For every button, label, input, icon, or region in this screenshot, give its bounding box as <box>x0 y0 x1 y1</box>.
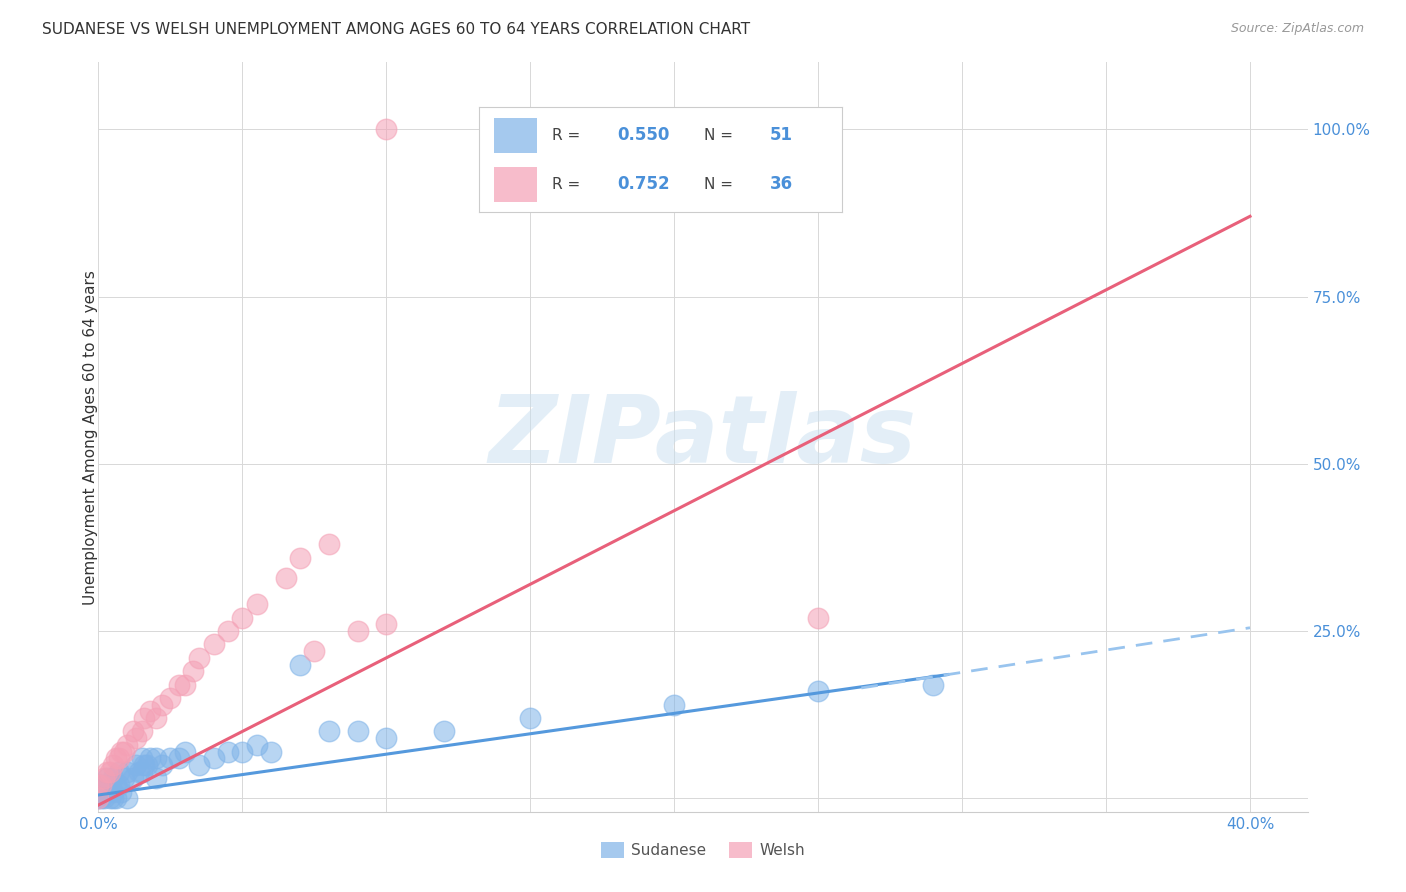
Point <box>139 705 162 719</box>
Point <box>87 791 110 805</box>
Point <box>101 785 124 799</box>
Point <box>125 731 148 746</box>
Point <box>122 771 145 786</box>
Point <box>173 744 195 758</box>
Point <box>246 598 269 612</box>
Point <box>136 758 159 772</box>
Point <box>217 744 239 758</box>
Point <box>274 571 297 585</box>
Point <box>87 778 110 792</box>
Point <box>288 550 311 565</box>
Point <box>150 758 173 772</box>
Point <box>167 678 190 692</box>
Point <box>90 778 112 792</box>
Point <box>87 785 110 799</box>
Point <box>87 791 110 805</box>
Point <box>115 738 138 752</box>
Point <box>87 778 110 792</box>
Point <box>288 657 311 672</box>
Point <box>98 764 121 779</box>
Point <box>90 791 112 805</box>
Point <box>134 758 156 772</box>
Point <box>188 758 211 772</box>
Point <box>110 785 132 799</box>
Legend: Sudanese, Welsh: Sudanese, Welsh <box>595 836 811 864</box>
Point <box>159 751 181 765</box>
Point <box>519 711 541 725</box>
Point <box>159 691 181 706</box>
Point <box>375 617 398 632</box>
Point <box>139 751 162 765</box>
Point <box>101 758 124 772</box>
Point <box>131 724 153 739</box>
Point <box>231 744 253 758</box>
Point <box>318 537 340 551</box>
Point <box>145 751 167 765</box>
Point <box>202 751 225 765</box>
Point <box>807 684 830 698</box>
Point <box>107 764 129 779</box>
Point <box>115 764 138 779</box>
Point <box>93 771 115 786</box>
Point <box>131 764 153 779</box>
Point <box>217 624 239 639</box>
Point <box>104 791 127 805</box>
Point <box>122 724 145 739</box>
Point <box>375 122 398 136</box>
Point <box>104 751 127 765</box>
Point <box>93 785 115 799</box>
Point <box>107 751 129 765</box>
Point <box>96 785 118 799</box>
Point <box>433 724 456 739</box>
Y-axis label: Unemployment Among Ages 60 to 64 years: Unemployment Among Ages 60 to 64 years <box>83 269 97 605</box>
Point <box>807 611 830 625</box>
Text: SUDANESE VS WELSH UNEMPLOYMENT AMONG AGES 60 TO 64 YEARS CORRELATION CHART: SUDANESE VS WELSH UNEMPLOYMENT AMONG AGE… <box>42 22 751 37</box>
Point <box>134 711 156 725</box>
Point <box>96 771 118 786</box>
Point <box>346 624 368 639</box>
Point <box>150 698 173 712</box>
Point <box>145 771 167 786</box>
Point <box>202 637 225 651</box>
Point <box>131 751 153 765</box>
Point <box>260 744 283 758</box>
Point <box>375 731 398 746</box>
Point <box>922 678 945 692</box>
Point <box>96 764 118 779</box>
Point <box>115 791 138 805</box>
Point <box>98 791 121 805</box>
Point <box>110 744 132 758</box>
Point <box>104 778 127 792</box>
Text: ZIPatlas: ZIPatlas <box>489 391 917 483</box>
Point <box>90 778 112 792</box>
Point <box>93 791 115 805</box>
Point <box>318 724 340 739</box>
Point <box>183 664 205 679</box>
Point <box>98 778 121 792</box>
Point <box>173 678 195 692</box>
Point <box>304 644 326 658</box>
Point <box>101 771 124 786</box>
Point <box>188 651 211 665</box>
Point <box>128 764 150 779</box>
Point <box>346 724 368 739</box>
Point <box>107 778 129 792</box>
Point <box>145 711 167 725</box>
Point <box>664 698 686 712</box>
Point <box>101 791 124 805</box>
Point <box>231 611 253 625</box>
Point <box>246 738 269 752</box>
Point <box>112 744 135 758</box>
Point <box>112 771 135 786</box>
Text: Source: ZipAtlas.com: Source: ZipAtlas.com <box>1230 22 1364 36</box>
Point <box>167 751 190 765</box>
Point <box>125 758 148 772</box>
